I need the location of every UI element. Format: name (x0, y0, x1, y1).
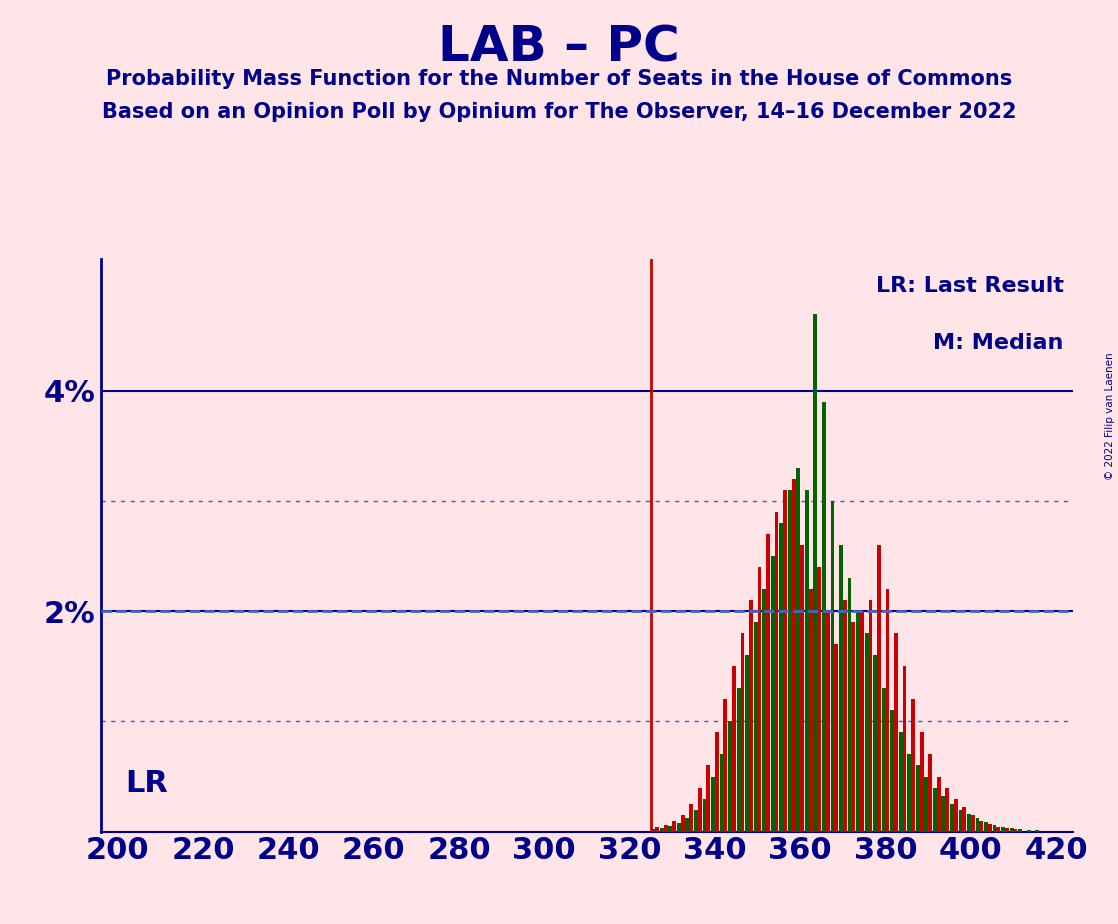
Bar (856, 612, 860, 832)
Bar (762, 590, 766, 832)
Bar (814, 314, 817, 832)
Bar (792, 479, 796, 832)
Bar (864, 633, 869, 832)
Bar (882, 688, 885, 832)
Bar (678, 822, 681, 832)
Bar (714, 733, 719, 832)
Bar (976, 819, 979, 832)
Bar (843, 601, 846, 832)
Bar (894, 633, 898, 832)
Bar (873, 655, 877, 832)
Bar (723, 699, 728, 832)
Bar (681, 815, 684, 832)
Bar (754, 622, 758, 832)
Bar (885, 590, 890, 832)
Bar (746, 655, 749, 832)
Bar (1005, 828, 1008, 832)
Bar (784, 490, 787, 832)
Bar (916, 765, 920, 832)
Bar (690, 804, 693, 832)
Bar (737, 688, 740, 832)
Bar (950, 804, 954, 832)
Bar (694, 809, 698, 832)
Bar (669, 826, 672, 832)
Bar (1002, 827, 1005, 832)
Bar (672, 821, 676, 832)
Bar (979, 821, 983, 832)
Bar (902, 666, 907, 832)
Bar (1026, 830, 1031, 832)
Bar (788, 490, 792, 832)
Bar (899, 733, 902, 832)
Bar (779, 523, 784, 832)
Bar (993, 825, 996, 832)
Bar (970, 815, 975, 832)
Bar (840, 545, 843, 832)
Bar (937, 776, 940, 832)
Bar (877, 545, 881, 832)
Bar (1018, 830, 1022, 832)
Bar (826, 612, 830, 832)
Bar (911, 699, 915, 832)
Bar (652, 830, 655, 832)
Bar (946, 787, 949, 832)
Bar (775, 512, 778, 832)
Bar (758, 567, 761, 832)
Bar (920, 733, 923, 832)
Bar (860, 612, 864, 832)
Bar (808, 590, 813, 832)
Text: Probability Mass Function for the Number of Seats in the House of Commons: Probability Mass Function for the Number… (106, 69, 1012, 90)
Bar (958, 809, 963, 832)
Bar (908, 755, 911, 832)
Bar (1035, 831, 1039, 832)
Bar (852, 622, 855, 832)
Bar (707, 765, 710, 832)
Bar (749, 601, 752, 832)
Bar (1010, 828, 1014, 832)
Text: LR: Last Result: LR: Last Result (875, 276, 1063, 296)
Text: Based on an Opinion Poll by Opinium for The Observer, 14–16 December 2022: Based on an Opinion Poll by Opinium for … (102, 102, 1016, 122)
Bar (664, 825, 667, 832)
Bar (932, 787, 937, 832)
Bar (988, 824, 992, 832)
Bar (847, 578, 852, 832)
Bar (685, 819, 690, 832)
Bar (822, 402, 826, 832)
Bar (925, 776, 928, 832)
Bar (702, 798, 707, 832)
Bar (698, 787, 702, 832)
Bar (805, 490, 808, 832)
Bar (732, 666, 736, 832)
Bar (963, 808, 966, 832)
Bar (869, 601, 872, 832)
Bar (660, 828, 664, 832)
Bar (817, 567, 821, 832)
Bar (941, 796, 946, 832)
Bar (834, 644, 838, 832)
Bar (740, 633, 745, 832)
Bar (954, 798, 958, 832)
Text: © 2022 Filip van Laenen: © 2022 Filip van Laenen (1106, 352, 1115, 480)
Bar (831, 501, 834, 832)
Bar (796, 468, 800, 832)
Bar (996, 827, 1001, 832)
Bar (1014, 830, 1017, 832)
Bar (800, 545, 804, 832)
Text: LAB – PC: LAB – PC (438, 23, 680, 71)
Bar (655, 827, 659, 832)
Bar (984, 821, 988, 832)
Bar (928, 755, 932, 832)
Bar (770, 556, 775, 832)
Text: M: Median: M: Median (934, 334, 1063, 353)
Bar (766, 534, 770, 832)
Bar (711, 776, 714, 832)
Bar (967, 814, 970, 832)
Bar (720, 755, 723, 832)
Text: LR: LR (125, 769, 168, 797)
Bar (728, 722, 732, 832)
Bar (890, 711, 894, 832)
